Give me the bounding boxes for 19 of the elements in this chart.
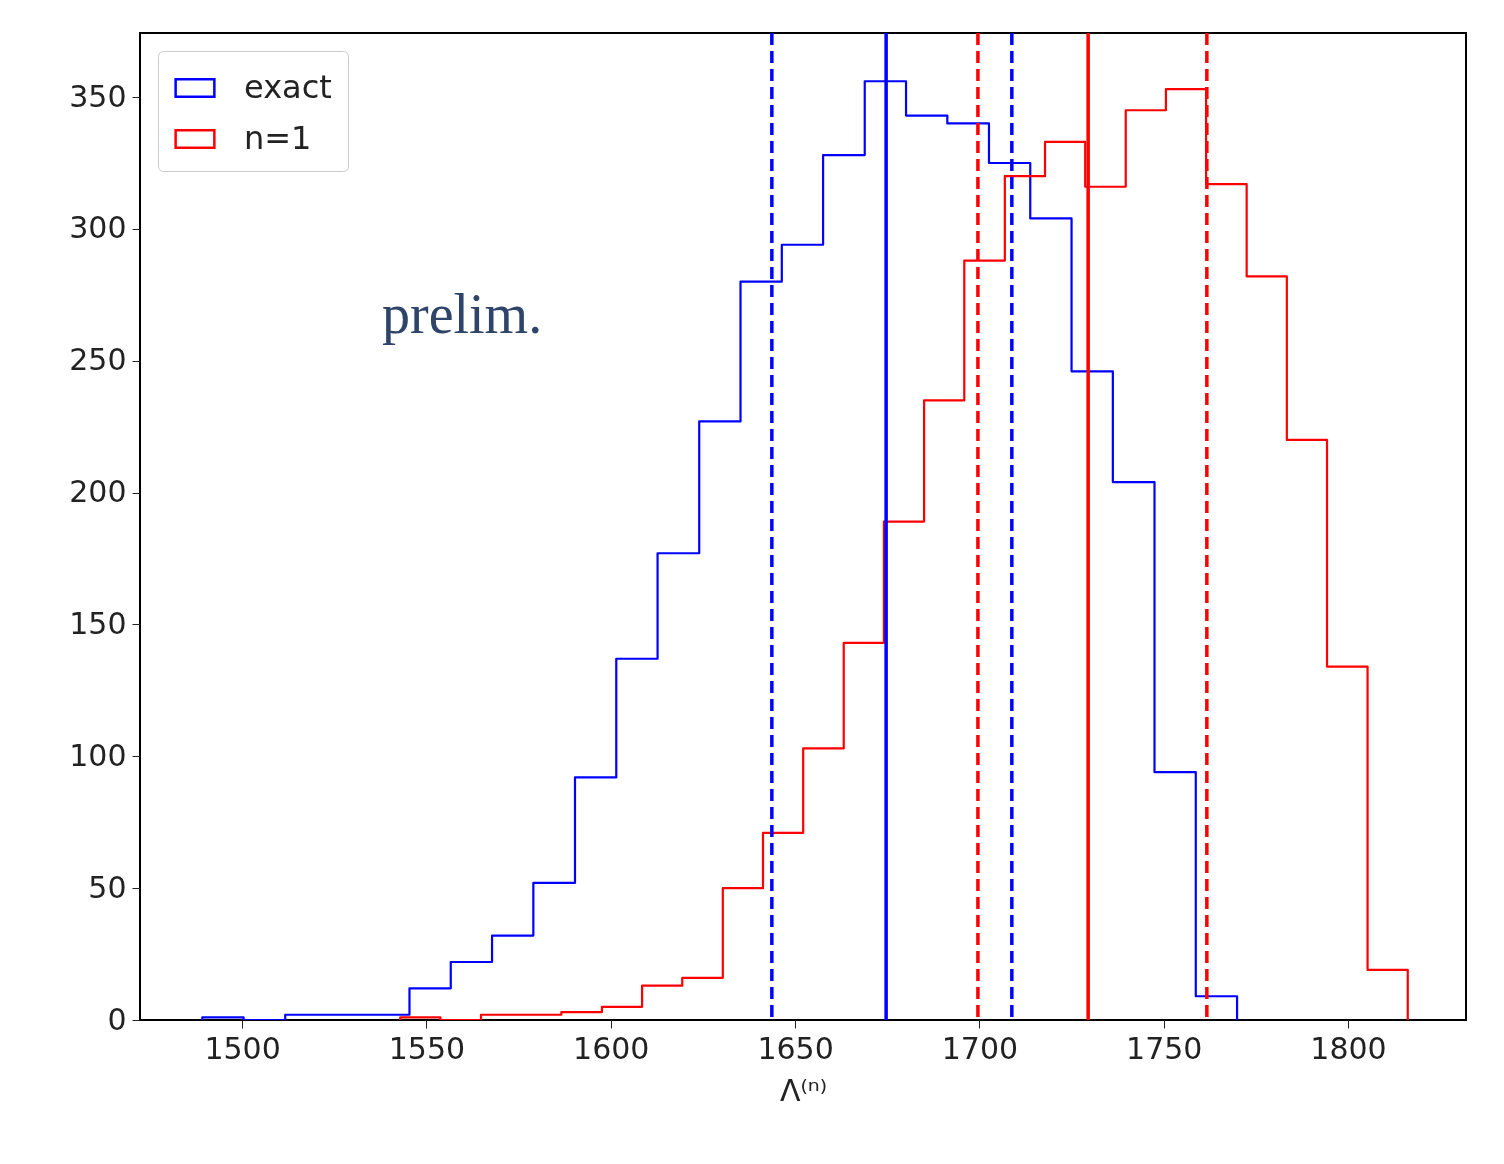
x-tick-label: 1500 [204, 1030, 281, 1066]
y-tick-label: 50 [88, 869, 127, 905]
y-tick-label: 0 [107, 1001, 127, 1037]
y-tick-label: 300 [69, 210, 127, 246]
y-tick-label: 150 [69, 605, 127, 641]
y-tick-label: 250 [69, 342, 127, 378]
x-tick-label: 1800 [1310, 1030, 1387, 1066]
y-tick-label: 350 [69, 78, 127, 114]
legend-label: n=1 [244, 119, 312, 157]
x-tick-label: 1600 [573, 1030, 650, 1066]
legend-label: exact [244, 68, 332, 106]
x-tick-label: 1650 [757, 1030, 834, 1066]
x-tick-label: 1700 [941, 1030, 1019, 1066]
x-tick-label: 1750 [1126, 1030, 1203, 1066]
x-tick-label: 1550 [388, 1030, 466, 1066]
annotation: prelim. [382, 283, 543, 345]
y-tick-label: 100 [69, 737, 127, 773]
x-axis-title: Λ⁽ⁿ⁾ [779, 1072, 828, 1108]
y-tick-label: 200 [69, 474, 127, 510]
